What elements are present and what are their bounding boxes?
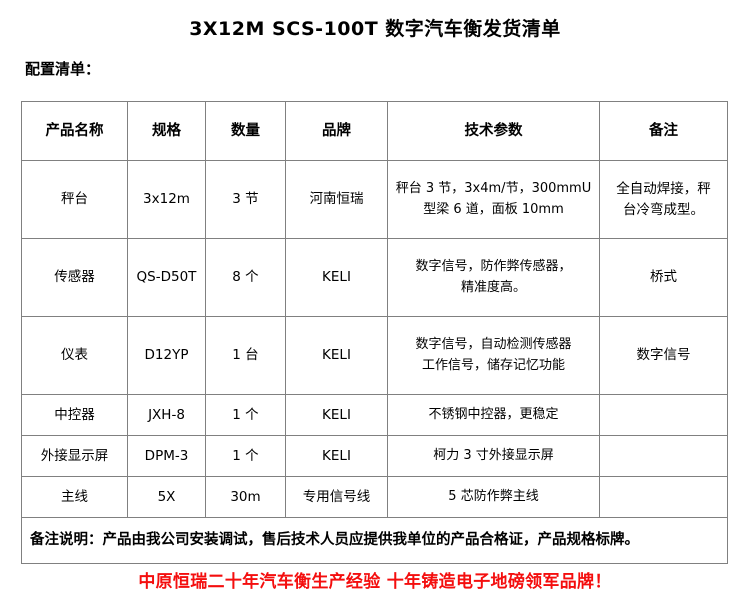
- cell-spec: 5X: [127, 476, 206, 518]
- remark-note: 备注说明：产品由我公司安装调试，售后技术人员应提供我单位的产品合格证，产品规格标…: [21, 517, 728, 564]
- footer-slogan: 中原恒瑞二十年汽车衡生产经验 十年铸造电子地磅领军品牌！: [138, 572, 612, 592]
- cell-spec: 3x12m: [127, 160, 206, 239]
- column-header-remark: 备注: [599, 101, 728, 161]
- cell-remark: [599, 394, 728, 436]
- cell-tech-params: 秤台 3 节，3x4m/节，300mmU 型梁 6 道，面板 10mm: [387, 160, 600, 239]
- table-row: 中控器 JXH-8 1 个 KELI 不锈钢中控器，更稳定: [21, 394, 728, 436]
- cell-remark: 数字信号: [599, 316, 728, 395]
- cell-tech-params: 不锈钢中控器，更稳定: [387, 394, 600, 436]
- cell-brand: KELI: [285, 394, 388, 436]
- cell-remark: [599, 435, 728, 477]
- cell-remark: [599, 476, 728, 518]
- column-header-tech-params: 技术参数: [387, 101, 600, 161]
- cell-quantity: 3 节: [205, 160, 286, 239]
- cell-tech-params: 数字信号，防作弊传感器， 精准度高。: [387, 238, 600, 317]
- page-title: 3X12M SCS-100T 数字汽车衡发货清单: [189, 18, 561, 40]
- table-row: 传感器 QS-D50T 8 个 KELI 数字信号，防作弊传感器， 精准度高。 …: [21, 238, 728, 317]
- cell-tech-params: 柯力 3 寸外接显示屏: [387, 435, 600, 477]
- column-header-spec: 规格: [127, 101, 206, 161]
- cell-remark: 桥式: [599, 238, 728, 317]
- cell-spec: JXH-8: [127, 394, 206, 436]
- cell-tech-params: 5 芯防作弊主线: [387, 476, 600, 518]
- cell-quantity: 1 个: [205, 435, 286, 477]
- cell-brand: 河南恒瑞: [285, 160, 388, 239]
- table-row: 秤台 3x12m 3 节 河南恒瑞 秤台 3 节，3x4m/节，300mmU 型…: [21, 160, 728, 239]
- specification-table: 产品名称 规格 数量 品牌 技术参数 备注 秤台 3x12m 3 节 河南恒瑞 …: [21, 101, 728, 564]
- cell-quantity: 1 台: [205, 316, 286, 395]
- cell-product-name: 主线: [21, 476, 128, 518]
- table-row: 仪表 D12YP 1 台 KELI 数字信号，自动检测传感器 工作信号，储存记忆…: [21, 316, 728, 395]
- column-header-quantity: 数量: [205, 101, 286, 161]
- cell-spec: QS-D50T: [127, 238, 206, 317]
- cell-product-name: 外接显示屏: [21, 435, 128, 477]
- cell-brand: KELI: [285, 435, 388, 477]
- table-note-row: 备注说明：产品由我公司安装调试，售后技术人员应提供我单位的产品合格证，产品规格标…: [21, 517, 728, 564]
- cell-product-name: 中控器: [21, 394, 128, 436]
- cell-remark: 全自动焊接，秤 台冷弯成型。: [599, 160, 728, 239]
- cell-quantity: 30m: [205, 476, 286, 518]
- cell-tech-params: 数字信号，自动检测传感器 工作信号，储存记忆功能: [387, 316, 600, 395]
- column-header-product-name: 产品名称: [21, 101, 128, 161]
- cell-quantity: 8 个: [205, 238, 286, 317]
- table-header-row: 产品名称 规格 数量 品牌 技术参数 备注: [21, 101, 728, 161]
- cell-spec: D12YP: [127, 316, 206, 395]
- cell-product-name: 仪表: [21, 316, 128, 395]
- column-header-brand: 品牌: [285, 101, 388, 161]
- cell-brand: 专用信号线: [285, 476, 388, 518]
- cell-spec: DPM-3: [127, 435, 206, 477]
- cell-quantity: 1 个: [205, 394, 286, 436]
- config-list-label: 配置清单：: [25, 60, 101, 78]
- cell-brand: KELI: [285, 316, 388, 395]
- table-row: 外接显示屏 DPM-3 1 个 KELI 柯力 3 寸外接显示屏: [21, 435, 728, 477]
- cell-brand: KELI: [285, 238, 388, 317]
- cell-product-name: 秤台: [21, 160, 128, 239]
- cell-product-name: 传感器: [21, 238, 128, 317]
- table-row: 主线 5X 30m 专用信号线 5 芯防作弊主线: [21, 476, 728, 518]
